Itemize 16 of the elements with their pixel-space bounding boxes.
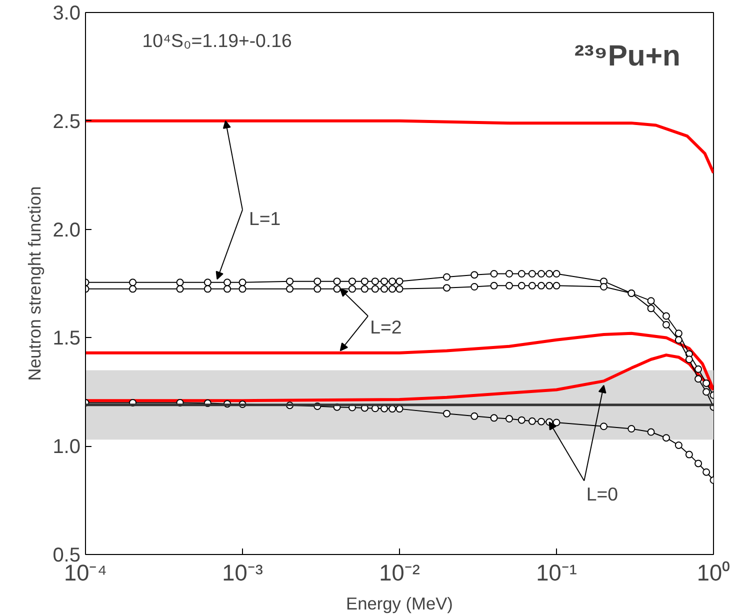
y-tick-label: 3.0 [52,2,81,24]
annotation: 10⁴S₀=1.19+-0.16 [142,30,292,52]
y-axis-title: Neutron strenght function [24,186,45,381]
annotation: L=0 [586,483,618,504]
y-tick-label: 2.5 [52,110,81,133]
y-tick-label: 1.0 [52,436,81,458]
annotation: ²³⁹Pu+n [574,39,680,72]
y-tick-label: 1.5 [52,328,81,350]
x-tick-label: 10⁰ [696,560,730,586]
y-tick-label: 2.0 [52,219,81,242]
annotation: L=1 [249,208,281,229]
x-tick-label: 10⁻³ [222,560,264,586]
x-tick-label: 10⁻² [379,560,420,586]
annotation: L=2 [370,316,402,338]
x-tick-label: 10⁻¹ [536,560,578,586]
x-axis-title: Energy (MeV) [346,594,453,614]
